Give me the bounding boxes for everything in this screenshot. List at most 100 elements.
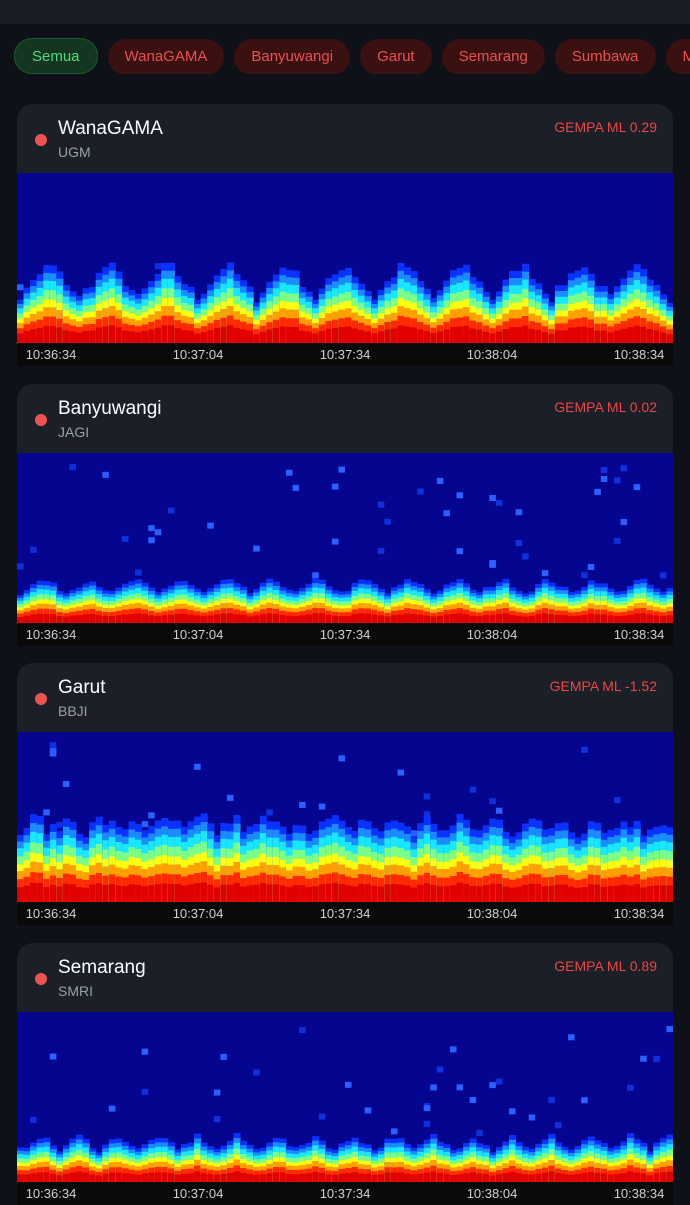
spectrogram-cell	[456, 1174, 464, 1182]
spectrogram-cell	[161, 325, 169, 343]
spectrogram-cell	[135, 884, 143, 902]
spectrogram-cell	[423, 1120, 431, 1127]
spectrogram-cell	[128, 331, 136, 343]
spectrogram-cell	[417, 329, 425, 343]
spectrogram-cell	[620, 1172, 628, 1182]
spectrogram-cell	[620, 518, 628, 525]
spectrogram-cell	[456, 882, 464, 902]
spectrogram-cell	[194, 1170, 202, 1182]
spectrogram-cell	[135, 332, 143, 343]
spectrogram-cell	[115, 327, 123, 343]
spectrogram-cell	[220, 1053, 227, 1060]
spectrogram-cell	[436, 886, 444, 902]
spectrogram-cell	[266, 809, 273, 816]
spectrogram-cell	[587, 884, 595, 902]
station-card[interactable]: Semarang SMRI GEMPA ML 0.89 10:36:34 10:37:0…	[17, 942, 673, 1205]
spectrogram-cell	[82, 1172, 90, 1182]
spectrogram-cell	[515, 886, 523, 902]
spectrogram-cell	[148, 524, 155, 531]
spectrogram-cell	[121, 535, 129, 542]
filter-chip[interactable]: WanaGAMA	[107, 39, 225, 74]
spectrogram-cell	[154, 884, 162, 902]
spectrogram-cell	[305, 1172, 313, 1182]
spectrogram-cell	[653, 330, 661, 343]
event-label: GEMPA ML 0.29	[554, 119, 657, 135]
spectrogram-cell	[469, 1096, 477, 1103]
spectrogram-cell	[358, 612, 366, 623]
spectrogram-cell	[390, 884, 398, 902]
spectrogram-cell	[646, 614, 654, 623]
spectrogram-cell	[351, 613, 359, 623]
filter-chip[interactable]: Garut	[360, 39, 432, 74]
station-card[interactable]: Banyuwangi JAGI GEMPA ML 0.02 10:36:34 10:37…	[17, 383, 673, 646]
spectrogram-cell	[489, 561, 496, 568]
time-label: 10:37:04	[172, 1185, 224, 1201]
spectrogram-cell	[253, 1069, 260, 1076]
spectrogram-cell	[62, 615, 70, 623]
status-bar	[0, 0, 690, 24]
spectrogram-cell	[345, 326, 353, 343]
spectrogram-cell	[646, 886, 654, 902]
spectrogram-cell	[397, 769, 405, 776]
filter-chip[interactable]: Banyuwangi	[234, 39, 351, 74]
spectrogram-cell	[515, 1172, 523, 1182]
spectrogram-cell	[220, 1173, 228, 1182]
spectrogram-cell	[259, 613, 267, 623]
spectrogram-cell	[49, 1053, 57, 1060]
spectrogram-cell	[220, 613, 228, 623]
spectrogram-cell	[108, 884, 116, 902]
filter-chip[interactable]: Semua	[14, 38, 98, 74]
spectrogram-cell	[351, 886, 359, 902]
spectrogram-cell	[659, 615, 667, 623]
spectrogram-cell	[161, 1171, 169, 1182]
spectrogram-cell	[535, 884, 543, 902]
spectrogram-cell	[233, 1170, 241, 1182]
spectrogram-cell	[646, 1174, 654, 1182]
spectrogram-cell	[318, 331, 326, 343]
spectrogram-cell	[436, 615, 444, 623]
spectrogram-cell	[561, 614, 569, 623]
spectrogram-cell	[76, 332, 84, 343]
filter-chip[interactable]: Ma	[665, 39, 690, 74]
spectrogram-cell	[666, 1171, 673, 1182]
spectrogram-cell	[226, 612, 234, 623]
spectrogram-cell	[43, 1171, 51, 1182]
spectrogram-cell	[141, 1088, 149, 1095]
spectrogram-cell	[187, 884, 195, 902]
time-label: 10:37:04	[172, 626, 224, 642]
filter-chip[interactable]: Sumbawa	[554, 39, 656, 74]
spectrogram-cell	[430, 884, 438, 902]
spectrogram-cell	[279, 326, 287, 343]
spectrogram-cell	[384, 1171, 392, 1182]
filter-chip[interactable]: Semarang	[441, 39, 545, 74]
spectrogram-cell	[371, 885, 379, 902]
spectrogram-cell	[174, 613, 182, 623]
spectrogram-cell	[76, 887, 84, 902]
spectrogram-cell	[285, 326, 294, 343]
spectrogram-cell	[167, 614, 175, 623]
spectrogram-cell	[528, 883, 536, 902]
spectrogram-cell	[495, 613, 503, 623]
spectrogram-cell	[535, 1173, 543, 1182]
station-card[interactable]: WanaGAMA UGM GEMPA ML 0.29 10:36:34 10:37:04…	[17, 104, 673, 366]
spectrogram-cell	[653, 885, 661, 902]
spectrogram-cell	[220, 884, 228, 902]
station-code: BBJI	[58, 703, 88, 719]
spectrogram-cell	[299, 614, 307, 623]
spectrogram-cell	[141, 1048, 149, 1055]
spectrogram-cell	[36, 883, 44, 902]
spectrogram-cell	[522, 616, 530, 623]
spectrogram-cell	[253, 615, 261, 623]
spectrogram-cell	[541, 569, 549, 576]
spectrogram-cell	[17, 1173, 25, 1182]
spectrogram-cell	[62, 1173, 70, 1182]
spectrogram-cell	[49, 325, 57, 343]
spectrogram-cell	[207, 884, 215, 902]
spectrogram-cell	[666, 614, 673, 623]
spectrogram-cell	[194, 614, 202, 623]
spectrogram-cell	[240, 329, 248, 343]
station-card[interactable]: Garut BBJI GEMPA ML -1.52 10:36:34 10:37:04 1…	[17, 663, 673, 925]
station-code: UGM	[58, 144, 91, 160]
spectrogram-cell	[36, 613, 44, 623]
spectrogram-cell	[502, 329, 510, 343]
